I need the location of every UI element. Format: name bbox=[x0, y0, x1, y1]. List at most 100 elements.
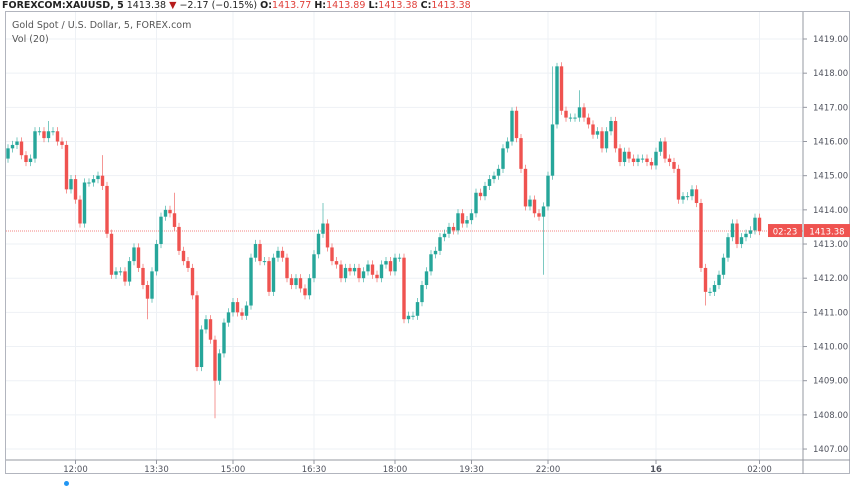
candle bbox=[406, 311, 411, 324]
candle bbox=[384, 257, 388, 269]
candle-body bbox=[618, 148, 622, 163]
candle bbox=[465, 216, 469, 228]
candle-body bbox=[690, 189, 694, 197]
candle-body bbox=[150, 271, 154, 299]
last-price: 1413.38 bbox=[126, 0, 167, 11]
candle-body bbox=[487, 179, 492, 186]
candle-body bbox=[10, 144, 15, 149]
candle-body bbox=[411, 315, 415, 317]
candle bbox=[294, 274, 298, 290]
candle-body bbox=[559, 66, 564, 111]
candle bbox=[33, 127, 37, 163]
candle-body bbox=[438, 237, 442, 251]
candle bbox=[744, 229, 748, 242]
candle-body bbox=[744, 233, 748, 238]
candle-body bbox=[357, 267, 361, 279]
candle-body bbox=[424, 271, 429, 286]
candle bbox=[460, 209, 465, 228]
candle bbox=[163, 205, 168, 221]
candle-body bbox=[604, 131, 609, 149]
time-axis-label: 16:30 bbox=[302, 465, 327, 475]
candle-body bbox=[568, 117, 573, 119]
candle bbox=[613, 116, 618, 153]
candle bbox=[397, 253, 402, 262]
candle bbox=[492, 171, 496, 184]
open-label: O: bbox=[260, 0, 273, 11]
low-label: L: bbox=[368, 0, 379, 11]
candle bbox=[708, 287, 712, 296]
candle-body bbox=[460, 213, 465, 224]
time-axis-label: 19:30 bbox=[459, 465, 484, 475]
candle bbox=[685, 192, 690, 201]
candle bbox=[402, 253, 406, 324]
candle-body bbox=[609, 121, 613, 132]
candle-body bbox=[402, 257, 406, 320]
high-label: H: bbox=[314, 0, 327, 11]
time-axis-label: 18:00 bbox=[383, 465, 408, 475]
candle bbox=[145, 280, 150, 320]
candle bbox=[262, 257, 267, 266]
candle-body bbox=[339, 264, 343, 279]
candle bbox=[564, 106, 568, 122]
time-axis-label: 22:00 bbox=[536, 465, 561, 475]
candle-body bbox=[348, 267, 352, 272]
candle-body bbox=[73, 179, 78, 200]
candle bbox=[379, 260, 384, 283]
candle bbox=[514, 106, 519, 143]
candle-body bbox=[654, 151, 658, 166]
candle-body bbox=[456, 213, 460, 231]
candle-body bbox=[42, 131, 46, 139]
candle-body bbox=[564, 110, 568, 118]
price-axis-label: 1416.00 bbox=[813, 138, 848, 148]
candle bbox=[622, 147, 627, 167]
candle bbox=[208, 315, 213, 344]
candle-body bbox=[114, 271, 118, 275]
candle bbox=[105, 181, 109, 238]
candle bbox=[249, 253, 253, 310]
candle-body bbox=[163, 209, 168, 217]
candle-body bbox=[217, 353, 222, 381]
candle-body bbox=[343, 267, 348, 279]
candle-body bbox=[573, 117, 577, 119]
candle-body bbox=[249, 257, 253, 306]
candle-body bbox=[622, 151, 627, 163]
candle bbox=[676, 164, 681, 204]
candle-body bbox=[159, 216, 163, 245]
candle bbox=[595, 127, 600, 139]
candle-body bbox=[294, 278, 298, 286]
close-label: C: bbox=[420, 0, 432, 11]
candle-body bbox=[190, 267, 195, 296]
candle-body bbox=[240, 312, 244, 316]
chart-frame bbox=[5, 11, 850, 474]
candle bbox=[573, 113, 577, 122]
candle-body bbox=[280, 250, 285, 258]
candle bbox=[82, 178, 87, 228]
candle-body bbox=[375, 274, 379, 279]
candle bbox=[645, 154, 649, 167]
candle-body bbox=[100, 175, 105, 186]
volume-indicator-label[interactable]: Vol (20) bbox=[12, 34, 49, 45]
price-axis-label: 1417.00 bbox=[813, 103, 848, 113]
candle bbox=[712, 280, 717, 296]
candle bbox=[721, 253, 726, 279]
candle bbox=[132, 243, 136, 266]
candle-body bbox=[748, 230, 753, 234]
candle-body bbox=[753, 217, 757, 231]
candle bbox=[375, 270, 379, 283]
candle bbox=[739, 233, 744, 249]
candle-body bbox=[15, 141, 19, 145]
candle-body bbox=[55, 131, 60, 142]
time-axis-label: 02:00 bbox=[747, 465, 772, 475]
candle-body bbox=[640, 158, 645, 160]
candle bbox=[55, 127, 60, 146]
candle bbox=[285, 253, 289, 283]
candle bbox=[618, 144, 622, 167]
candle bbox=[78, 195, 82, 228]
candle-body bbox=[312, 254, 316, 279]
candle bbox=[289, 274, 294, 290]
candle-body bbox=[82, 182, 87, 224]
candle bbox=[681, 192, 685, 204]
candle bbox=[654, 147, 658, 170]
candle-body bbox=[231, 302, 235, 313]
